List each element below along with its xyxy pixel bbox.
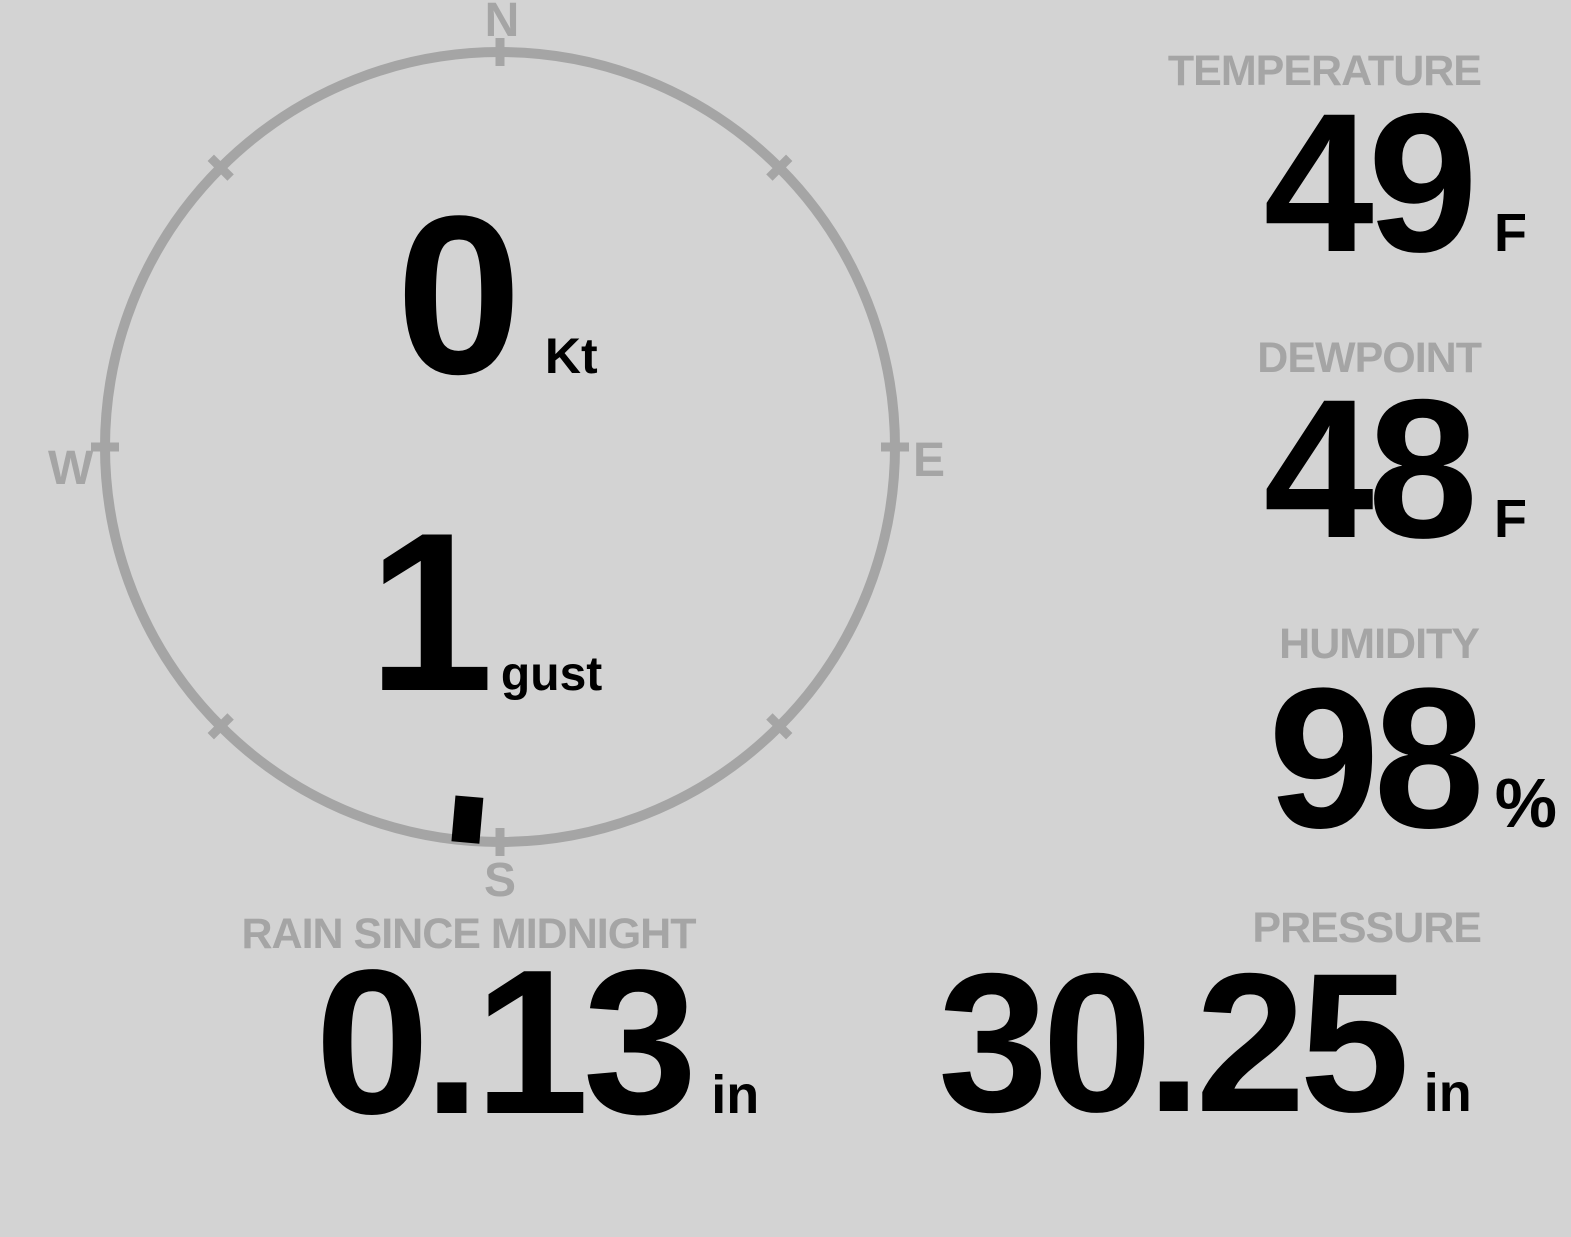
pressure-label: PRESSURE bbox=[1252, 904, 1482, 952]
rain-value: 0.13 bbox=[315, 927, 697, 1157]
compass-tick-marks bbox=[91, 38, 909, 856]
compass-label-north: N bbox=[484, 0, 520, 47]
compass-label-south: S bbox=[483, 854, 516, 907]
compass-label-east: E bbox=[913, 434, 946, 487]
wind-gust-unit: gust bbox=[500, 648, 603, 701]
dewpoint-value: 48 bbox=[1263, 358, 1478, 579]
temperature-label: TEMPERATURE bbox=[1167, 47, 1482, 95]
temperature-value: 49 bbox=[1263, 72, 1478, 293]
wind-speed-value: 0 bbox=[396, 168, 522, 421]
rain-readout: 0.13 in bbox=[315, 939, 759, 1145]
pressure-value: 30.25 bbox=[938, 932, 1410, 1153]
humidity-value: 98 bbox=[1268, 647, 1484, 870]
dewpoint-label: DEWPOINT bbox=[1257, 334, 1482, 382]
temperature-unit: F bbox=[1494, 203, 1527, 263]
compass-label-west: W bbox=[48, 442, 94, 495]
dewpoint-unit: F bbox=[1494, 489, 1527, 549]
wind-compass-dial bbox=[91, 38, 909, 856]
humidity-readout: 98 % bbox=[1268, 659, 1557, 859]
wind-speed-readout: 0 Kt bbox=[396, 182, 598, 408]
wind-direction-marker-icon bbox=[451, 795, 484, 844]
rain-label: RAIN SINCE MIDNIGHT bbox=[241, 910, 697, 958]
pressure-unit: in bbox=[1423, 1063, 1472, 1123]
rain-unit: in bbox=[711, 1065, 760, 1125]
wind-gust-readout: 1 gust bbox=[368, 499, 602, 725]
wind-gust-value: 1 bbox=[368, 485, 494, 738]
dewpoint-readout: 48 F bbox=[1264, 370, 1527, 568]
humidity-unit: % bbox=[1494, 764, 1557, 842]
wind-speed-unit: Kt bbox=[544, 328, 598, 384]
temperature-readout: 49 F bbox=[1264, 84, 1527, 282]
pressure-readout: 30.25 in bbox=[938, 944, 1472, 1142]
humidity-label: HUMIDITY bbox=[1279, 620, 1480, 668]
